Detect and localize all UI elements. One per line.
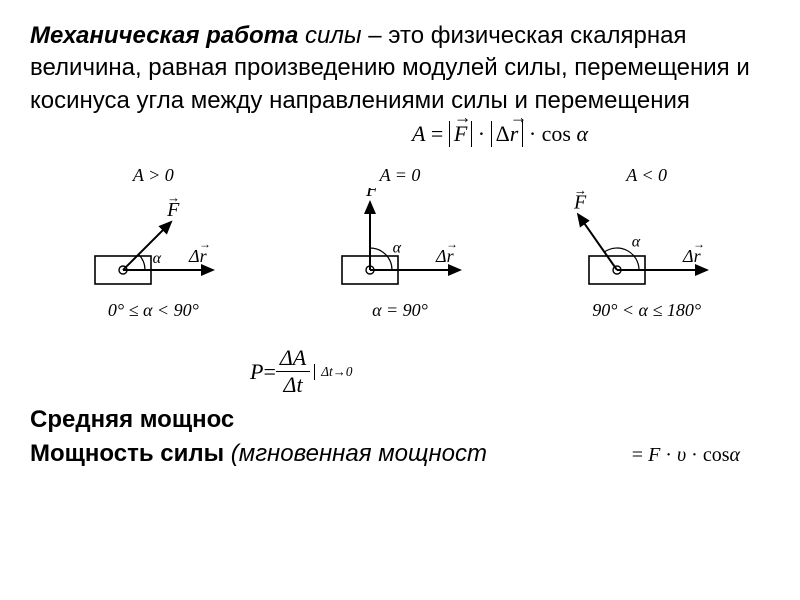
diagram-1: A = 0αF→Δr→α = 90° <box>315 165 485 321</box>
inst-power-label: Мощность силы (мгновенная мощность) і <box>30 440 520 468</box>
rhs-dot1: · <box>660 444 677 466</box>
avg-power-cut: ть <box>234 406 261 433</box>
rhs-dot2: · <box>686 444 703 466</box>
svg-text:α: α <box>631 234 640 251</box>
inst-power-bold: Мощность силы <box>30 440 224 467</box>
mf-eq: = <box>425 121 448 146</box>
pf-lhs: P <box>250 359 263 385</box>
mf-Fvec: F <box>454 121 467 147</box>
diagram-bottom-label: 0° ≤ α < 90° <box>108 300 199 321</box>
svg-text:α: α <box>393 240 402 257</box>
diagram-top-label: A = 0 <box>380 165 421 186</box>
pf-den: Δt <box>276 372 310 398</box>
pf-num: ΔA <box>276 345 310 372</box>
mf-delta: Δ <box>496 121 510 146</box>
inst-power-rhs: = F · υ · cosα <box>632 444 770 467</box>
diagram-svg: αF→Δr→ <box>315 188 485 298</box>
diagrams-row: A > 0αF→Δr→0° ≤ α < 90°A = 0αF→Δr→α = 90… <box>30 165 770 321</box>
avg-power-label: Средняя мощнос <box>30 406 234 433</box>
diagram-top-label: A < 0 <box>626 165 667 186</box>
mf-lhs: A <box>412 121 425 146</box>
rhs-F: F <box>648 444 660 466</box>
svg-text:→: → <box>693 237 705 251</box>
diagram-0: A > 0αF→Δr→0° ≤ α < 90° <box>68 165 238 321</box>
term-suffix: силы <box>298 22 361 49</box>
rhs-alpha: α <box>730 444 741 466</box>
main-formula: A = F · Δr · cos α <box>230 121 770 147</box>
avg-power-formula: P = ΔA Δt Δt→0 <box>250 345 770 398</box>
inst-power-row: Мощность силы (мгновенная мощность) і = … <box>30 440 770 468</box>
pf-limit: Δt→0 <box>314 364 352 380</box>
diagram-svg: αF→Δr→ <box>562 188 732 298</box>
term: Механическая работа <box>30 22 298 49</box>
pf-frac: ΔA Δt <box>276 345 310 398</box>
inst-power-rest: (мгновенная мощност <box>224 440 487 467</box>
mf-absdr: Δr <box>491 121 524 147</box>
diagram-svg: αF→Δr→ <box>68 188 238 298</box>
svg-text:F: F <box>365 188 379 201</box>
mf-alpha: α <box>576 121 588 146</box>
svg-text:→: → <box>167 190 180 205</box>
mf-cos: cos <box>542 121 577 146</box>
mf-dot1: · <box>472 121 490 146</box>
svg-text:α: α <box>153 250 162 267</box>
rhs-eq: = <box>632 444 648 466</box>
rhs-v: υ <box>677 444 686 466</box>
svg-text:→: → <box>199 237 211 251</box>
rhs-cos: cos <box>703 444 730 466</box>
diagram-bottom-label: 90° < α ≤ 180° <box>592 300 701 321</box>
diagram-2: A < 0αF→Δr→90° < α ≤ 180° <box>562 165 732 321</box>
mf-absF: F <box>449 121 472 147</box>
svg-text:→: → <box>574 188 587 197</box>
definition-paragraph: Механическая работа силы – это физическа… <box>30 20 770 117</box>
avg-power-label-row: Средняя мощность <box>30 406 770 434</box>
mf-r: r <box>510 121 519 147</box>
diagram-bottom-label: α = 90° <box>372 300 428 321</box>
diagram-top-label: A > 0 <box>133 165 174 186</box>
pf-eq: = <box>263 359 275 385</box>
inst-power-cut: ь) і <box>487 440 520 467</box>
svg-text:→: → <box>446 237 458 251</box>
